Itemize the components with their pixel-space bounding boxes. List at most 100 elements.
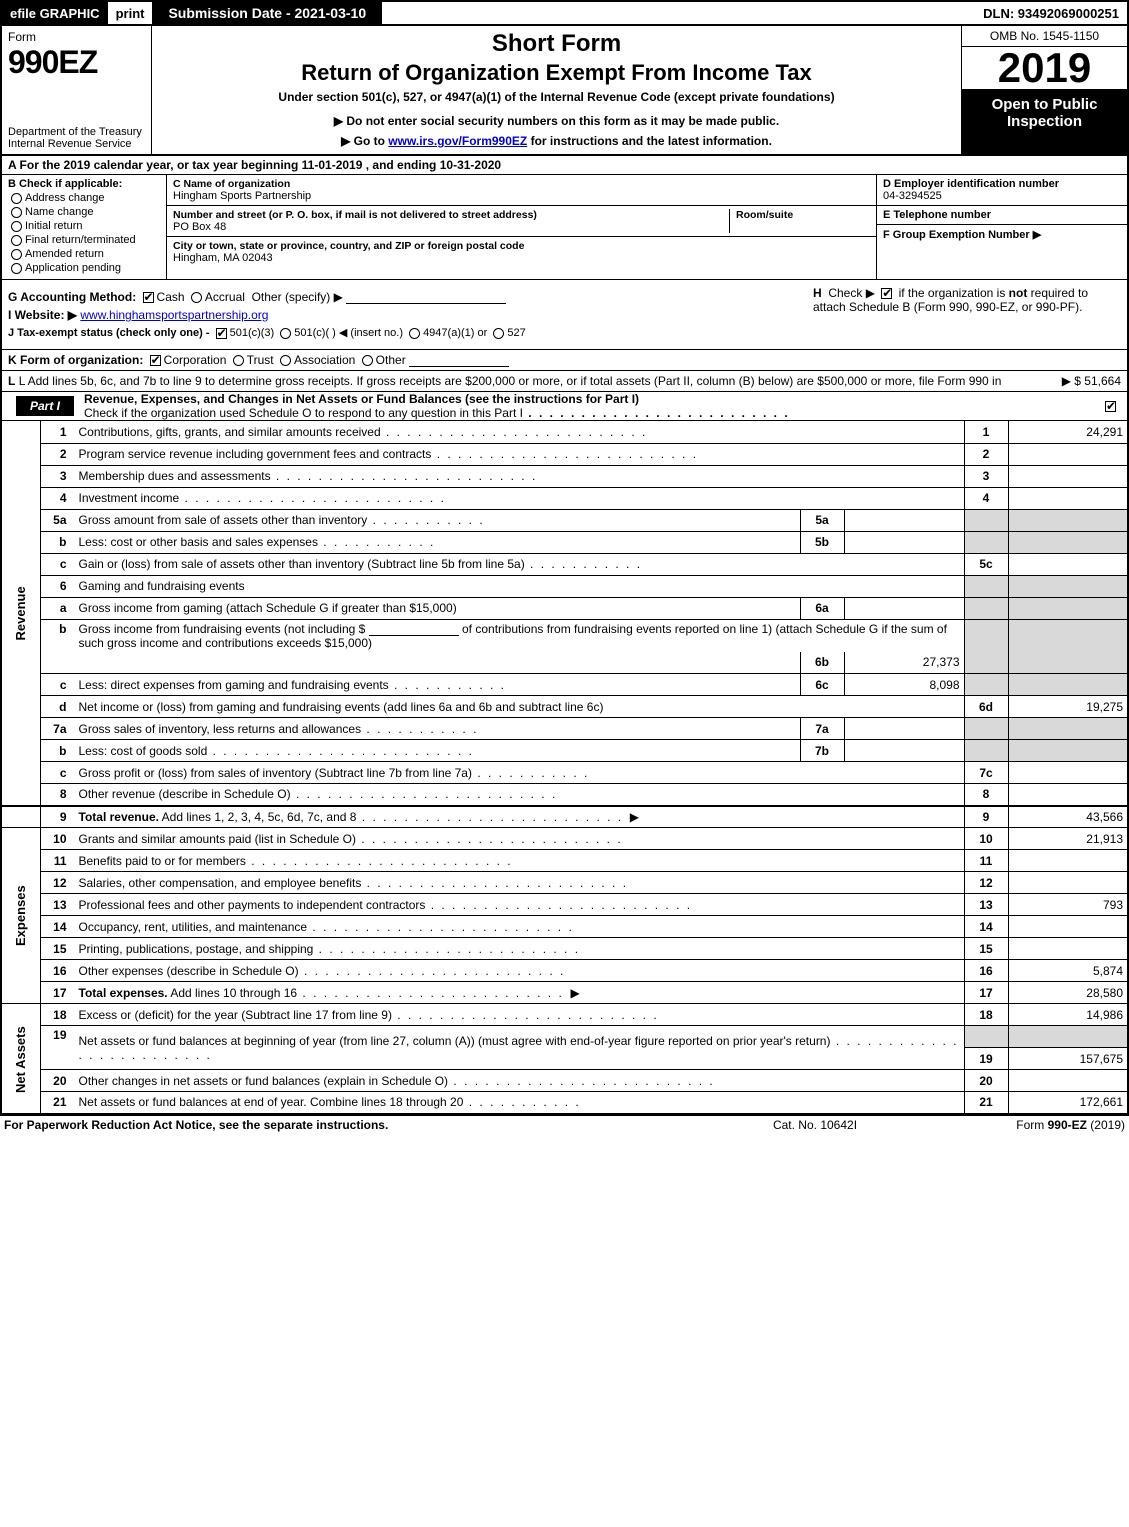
line-number: 9 <box>41 806 75 828</box>
line-desc: Gross amount from sale of assets other t… <box>79 513 368 527</box>
label-other-specify: Other (specify) ▶ <box>252 290 343 304</box>
do-not-enter-text: ▶ Do not enter social security numbers o… <box>160 114 953 128</box>
checkbox-other-org[interactable] <box>362 355 373 366</box>
line-ref: 4 <box>964 487 1008 509</box>
grey-cell <box>1008 509 1128 531</box>
ein-row: D Employer identification number 04-3294… <box>877 175 1127 206</box>
line-desc: Program service revenue including govern… <box>79 447 432 461</box>
table-row: 4 Investment income 4 <box>1 487 1128 509</box>
line-amount <box>1008 784 1128 806</box>
line-amount <box>1008 1070 1128 1092</box>
sub-line-ref: 6a <box>800 597 844 619</box>
city-value: Hingham, MA 02043 <box>173 252 870 264</box>
grey-cell <box>964 1026 1008 1048</box>
other-org-input[interactable] <box>409 353 509 367</box>
go-to-link[interactable]: www.irs.gov/Form990EZ <box>388 134 527 148</box>
line-desc: Excess or (deficit) for the year (Subtra… <box>79 1008 392 1022</box>
tax-year: 2019 <box>962 47 1127 90</box>
line-amount: 793 <box>1008 894 1128 916</box>
line-desc: Gross sales of inventory, less returns a… <box>79 722 362 736</box>
table-row: Net Assets 18 Excess or (deficit) for th… <box>1 1004 1128 1026</box>
line-desc: Gross income from gaming (attach Schedul… <box>79 601 457 615</box>
line-i: I Website: ▶ www.hinghamsportspartnershi… <box>8 308 801 322</box>
line-number: 5a <box>41 509 75 531</box>
line-k-label: K Form of organization: <box>8 353 143 367</box>
line-number: c <box>41 762 75 784</box>
line-desc: Net assets or fund balances at beginning… <box>79 1034 831 1048</box>
checkbox-accrual[interactable] <box>191 292 202 303</box>
org-name-row: C Name of organization Hingham Sports Pa… <box>167 175 876 206</box>
line-number: 12 <box>41 872 75 894</box>
table-row: 21 Net assets or fund balances at end of… <box>1 1092 1128 1114</box>
group-exemption-label: F Group Exemption Number ▶ <box>883 228 1121 241</box>
checkbox-h-not-required[interactable] <box>881 288 892 299</box>
table-row: 5a Gross amount from sale of assets othe… <box>1 509 1128 531</box>
print-button[interactable]: print <box>108 2 155 24</box>
line-desc: Membership dues and assessments <box>79 469 271 483</box>
line-desc: Occupancy, rent, utilities, and maintena… <box>79 920 308 934</box>
checkbox-501c[interactable] <box>280 328 291 339</box>
line-amount <box>1008 850 1128 872</box>
line-ref: 8 <box>964 784 1008 806</box>
label-cash: Cash <box>157 290 185 304</box>
checkbox-4947[interactable] <box>409 328 420 339</box>
line-ref: 5c <box>964 553 1008 575</box>
line-amount: 28,580 <box>1008 982 1128 1004</box>
line-desc: Other expenses (describe in Schedule O) <box>79 964 299 978</box>
table-row: 8 Other revenue (describe in Schedule O)… <box>1 784 1128 806</box>
grey-cell <box>964 740 1008 762</box>
checkbox-final-return[interactable]: Final return/terminated <box>8 234 160 246</box>
table-row: Expenses 10 Grants and similar amounts p… <box>1 828 1128 850</box>
sub-line-amount <box>844 509 964 531</box>
table-row: 3 Membership dues and assessments 3 <box>1 465 1128 487</box>
checkbox-corporation[interactable] <box>150 355 161 366</box>
checkbox-527[interactable] <box>493 328 504 339</box>
open-to-public: Open to Public Inspection <box>962 90 1127 154</box>
ein-value: 04-3294525 <box>883 190 1121 202</box>
line-amount: 19,275 <box>1008 696 1128 718</box>
checkbox-501c3[interactable] <box>216 328 227 339</box>
return-title: Return of Organization Exempt From Incom… <box>160 60 953 86</box>
table-row: 15 Printing, publications, postage, and … <box>1 938 1128 960</box>
line-ref: 16 <box>964 960 1008 982</box>
other-specify-input[interactable] <box>346 290 506 304</box>
contrib-amount-input[interactable] <box>369 622 459 636</box>
line-number: c <box>41 553 75 575</box>
checkbox-amended-return[interactable]: Amended return <box>8 248 160 260</box>
go-to-text: ▶ Go to www.irs.gov/Form990EZ for instru… <box>160 134 953 148</box>
entity-info-block: B Check if applicable: Address change Na… <box>0 175 1129 280</box>
sub-line-ref: 6b <box>800 652 844 674</box>
line-number: 17 <box>41 982 75 1004</box>
checkbox-address-change[interactable]: Address change <box>8 192 160 204</box>
line-desc: Other changes in net assets or fund bala… <box>79 1074 449 1088</box>
grey-cell <box>1008 740 1128 762</box>
line-number: b <box>41 619 75 674</box>
checkbox-application-pending[interactable]: Application pending <box>8 262 160 274</box>
line-desc: Salaries, other compensation, and employ… <box>79 876 362 890</box>
checkbox-initial-return[interactable]: Initial return <box>8 220 160 232</box>
efile-graphic-button[interactable]: efile GRAPHIC <box>2 2 108 24</box>
checkbox-schedule-o[interactable] <box>1105 401 1116 412</box>
expenses-side-label: Expenses <box>1 828 41 1004</box>
sched-o-checkbox-wrap <box>1102 399 1127 413</box>
website-link[interactable]: www.hinghamsportspartnership.org <box>80 308 268 322</box>
line-amount <box>1008 553 1128 575</box>
table-row: 16 Other expenses (describe in Schedule … <box>1 960 1128 982</box>
table-row: 14 Occupancy, rent, utilities, and maint… <box>1 916 1128 938</box>
checkbox-cash[interactable] <box>143 292 154 303</box>
line-ref: 20 <box>964 1070 1008 1092</box>
sub-line-amount <box>844 718 964 740</box>
checkbox-name-change[interactable]: Name change <box>8 206 160 218</box>
line-j: J Tax-exempt status (check only one) - 5… <box>8 326 801 339</box>
table-row: 7a Gross sales of inventory, less return… <box>1 718 1128 740</box>
line-number: 18 <box>41 1004 75 1026</box>
line-amount <box>1008 465 1128 487</box>
table-row: 11 Benefits paid to or for members 11 <box>1 850 1128 872</box>
part-1-badge: Part I <box>16 396 74 416</box>
checkbox-trust[interactable] <box>233 355 244 366</box>
grey-cell <box>964 509 1008 531</box>
checkbox-association[interactable] <box>280 355 291 366</box>
page-footer: For Paperwork Reduction Act Notice, see … <box>0 1115 1129 1134</box>
table-row: b Gross income from fundraising events (… <box>1 619 1128 652</box>
form-header: Form 990EZ Department of the Treasury In… <box>0 24 1129 156</box>
